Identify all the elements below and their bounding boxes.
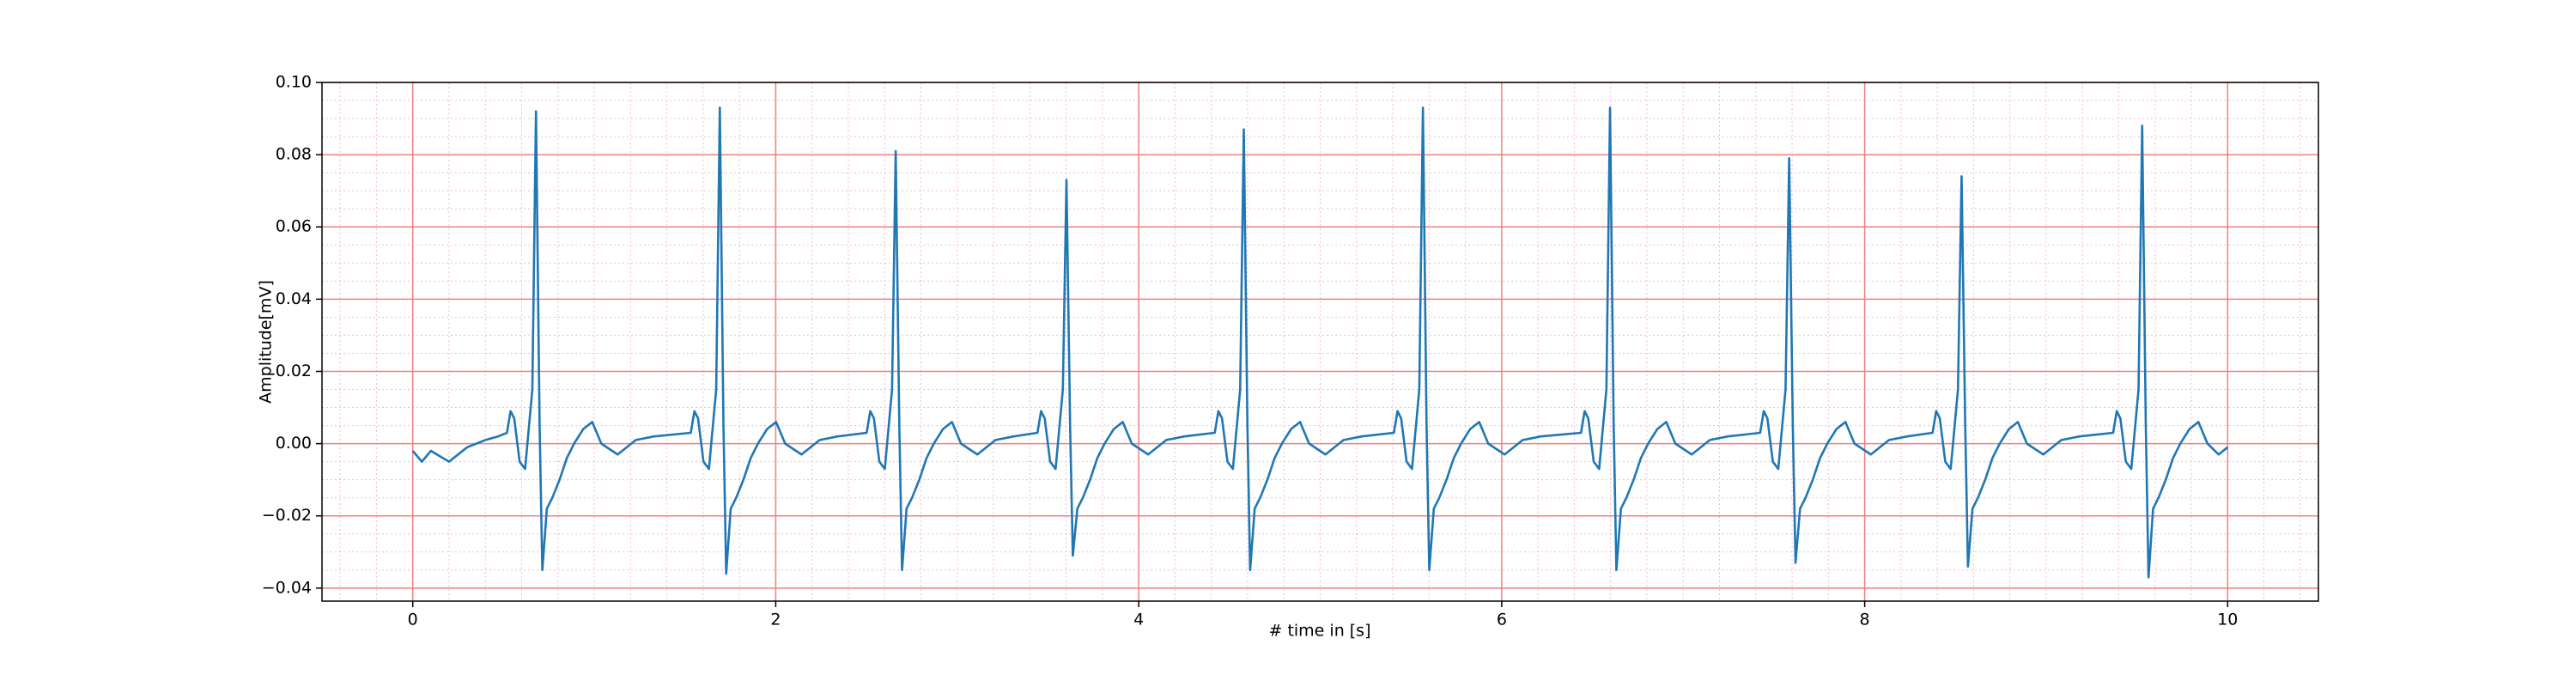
x-tick-label: 0 <box>408 611 418 629</box>
x-axis-label: # time in [s] <box>1268 622 1370 641</box>
x-tick-label: 2 <box>770 611 781 629</box>
y-tick-label: 0.10 <box>276 73 312 92</box>
y-tick-label: 0.02 <box>276 362 312 380</box>
x-tick-label: 6 <box>1497 611 1507 629</box>
x-tick-label: 4 <box>1133 611 1144 629</box>
x-tick-label: 10 <box>2217 611 2238 629</box>
y-tick-label: 0.08 <box>276 145 312 164</box>
ecg-line <box>411 106 2229 579</box>
x-tick-label: 8 <box>1860 611 1870 629</box>
y-tick-label: 0.06 <box>276 217 312 236</box>
plot-frame <box>321 82 2319 602</box>
y-tick-label: −0.04 <box>262 578 312 597</box>
y-tick-label: −0.02 <box>262 506 312 525</box>
y-tick-label: 0.00 <box>276 434 312 453</box>
y-axis-label: Amplitude[mV] <box>257 280 276 404</box>
y-tick-label: 0.04 <box>276 289 312 308</box>
